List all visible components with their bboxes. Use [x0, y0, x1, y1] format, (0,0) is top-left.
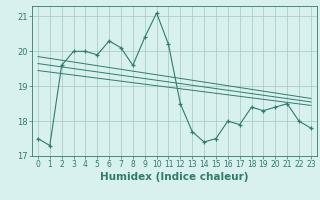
X-axis label: Humidex (Indice chaleur): Humidex (Indice chaleur) [100, 172, 249, 182]
